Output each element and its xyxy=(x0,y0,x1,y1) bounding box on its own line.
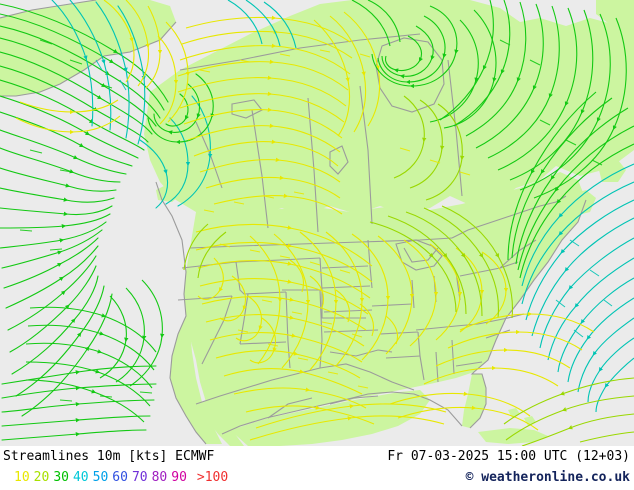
land-maritimes xyxy=(564,190,596,216)
state-border-tn-ms xyxy=(417,331,425,381)
state-border-id-ut xyxy=(235,261,287,295)
valid-datetime: Fr 07-03-2025 15:00 UTC (12+03) xyxy=(387,449,630,464)
copyright-notice: © weatheronline.co.uk xyxy=(465,470,630,485)
state-border-ms-al xyxy=(435,351,439,383)
prov-border-sk-mb xyxy=(307,97,319,233)
state-border-ok-tx xyxy=(329,349,393,357)
lake-great-slave xyxy=(231,99,263,119)
state-border-co-ks xyxy=(321,290,366,319)
prov-border-ab-sk xyxy=(251,109,269,229)
map-svg xyxy=(0,0,634,446)
wind-speed-scale: 10 20 30 40 50 60 70 80 90 >100 xyxy=(14,470,232,485)
state-border-nv-ut xyxy=(239,293,249,345)
prov-border-mb-on xyxy=(359,85,373,225)
coast-west xyxy=(155,181,207,445)
coast-gulf xyxy=(221,391,463,435)
streamlines-eastern-canada xyxy=(439,0,627,199)
hudson-bay xyxy=(375,37,445,113)
state-border-wy-sd xyxy=(319,257,323,291)
state-border-ky-tn xyxy=(415,323,479,331)
streamlines-north-pacific xyxy=(0,0,215,441)
great-lakes xyxy=(395,239,443,271)
scale-stop-50: 50 xyxy=(92,470,109,485)
state-border-nm-tx xyxy=(319,289,323,369)
mexico-internal-1 xyxy=(267,397,313,419)
land-newfoundland xyxy=(598,160,626,182)
land-cuba xyxy=(478,428,548,444)
streamlines-west-coast-jet xyxy=(25,279,165,423)
state-border-nd-sd xyxy=(321,265,369,269)
streamlines-gulf-caribbean xyxy=(249,311,634,446)
scale-stop-10: 10 xyxy=(14,470,30,485)
state-border-ar-la xyxy=(385,355,421,359)
state-border-or-ca xyxy=(177,295,233,301)
scale-stop-60: 60 xyxy=(112,470,128,485)
state-border-ga-fl xyxy=(455,361,483,367)
prov-border-north xyxy=(179,33,421,71)
state-border-sd-ne xyxy=(321,285,371,289)
streamline-texture xyxy=(19,39,613,402)
land-westcoast xyxy=(170,316,222,444)
border-usa-mexico xyxy=(195,363,415,405)
state-border-mo-ar xyxy=(379,331,419,335)
border-usa-canada-east xyxy=(451,195,567,239)
chart-title: Streamlines 10m [kts] ECMWF xyxy=(3,449,215,464)
border-usa-canada-49 xyxy=(189,237,453,249)
scale-stop-70: 70 xyxy=(131,470,148,485)
land-baja xyxy=(196,400,244,446)
lake-winnipeg xyxy=(329,145,349,175)
scale-stop-40: 40 xyxy=(72,470,89,485)
state-border-ia-mo xyxy=(371,303,413,307)
streamlines-nw-atlantic xyxy=(507,91,634,413)
scale-stop-80: 80 xyxy=(151,470,168,485)
state-border-ca-nv xyxy=(201,295,233,365)
streamlines-hudson-low xyxy=(351,0,497,201)
scale-stop-20: 20 xyxy=(33,470,50,485)
state-border-mt-wy xyxy=(235,257,321,263)
streamlines-us-interior xyxy=(195,223,509,425)
streamlines-canada-interior xyxy=(157,11,381,215)
streamline-map[interactable] xyxy=(0,0,634,446)
mexico-internal-2 xyxy=(329,395,379,405)
coast-east xyxy=(469,199,587,429)
land-florida xyxy=(462,374,486,428)
streamlines-transition xyxy=(183,205,513,319)
scale-stop-gt100: >100 xyxy=(196,470,229,485)
map-footer: Streamlines 10m [kts] ECMWF Fr 07-03-202… xyxy=(0,446,634,490)
state-border-nc-sc xyxy=(485,329,511,339)
scale-stop-90: 90 xyxy=(171,470,187,485)
streamlines-polar-edge xyxy=(227,0,297,49)
streamlines-alaska xyxy=(15,0,163,135)
coast-alaska xyxy=(0,0,177,97)
state-border-ut-az xyxy=(239,341,287,345)
state-border-ks-ok xyxy=(323,329,379,333)
land-vancouver-is xyxy=(156,182,184,202)
state-border-ny-ne xyxy=(499,239,537,269)
scale-stop-30: 30 xyxy=(53,470,69,485)
political-borders xyxy=(0,0,587,445)
land-greenland xyxy=(596,0,634,30)
